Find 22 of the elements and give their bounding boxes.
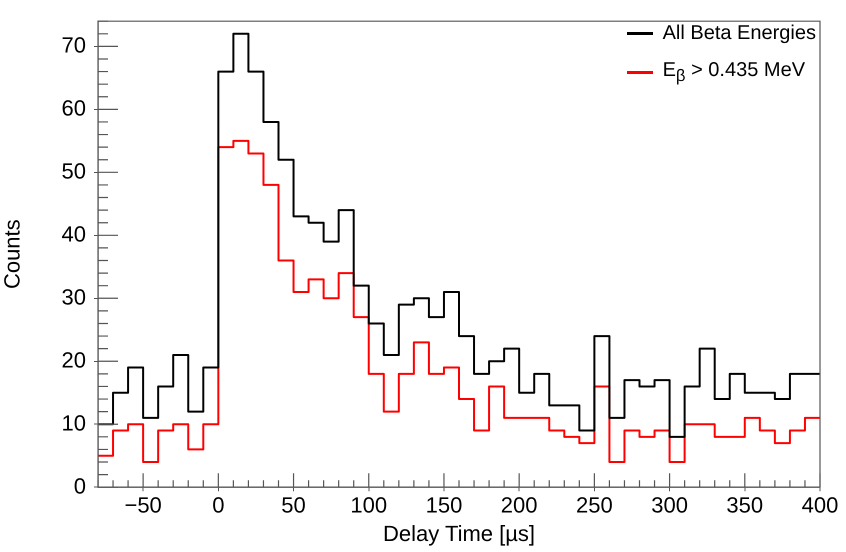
y-tick-label: 70	[62, 32, 86, 58]
x-tick-label: 250	[576, 492, 613, 518]
x-tick-label: 400	[802, 492, 838, 518]
x-tick-label: 50	[281, 492, 306, 518]
y-tick-label: 60	[62, 95, 86, 120]
y-axis-title: Counts	[0, 219, 24, 290]
x-axis-title: Delay Time [µs]	[382, 520, 536, 546]
x-tick-label: −50	[124, 492, 162, 518]
y-tick-label: 0	[74, 473, 86, 498]
y-tick-label: 40	[62, 221, 86, 246]
y-tick-label: 50	[62, 158, 86, 184]
x-tick-label: 200	[500, 492, 538, 518]
y-tick-label: 10	[62, 410, 86, 436]
x-tick-label: 350	[726, 492, 764, 518]
x-tick-label: 0	[212, 492, 224, 518]
legend-label: E$_{β}$ > 0.435 MeV	[662, 59, 806, 86]
y-tick-label: 20	[62, 347, 86, 372]
x-tick-label: 150	[426, 492, 462, 518]
y-tick-label: 30	[62, 284, 86, 310]
legend-label: All Beta Energies	[662, 22, 816, 45]
x-tick-label: 300	[651, 492, 688, 518]
x-tick-label: 100	[350, 492, 388, 518]
